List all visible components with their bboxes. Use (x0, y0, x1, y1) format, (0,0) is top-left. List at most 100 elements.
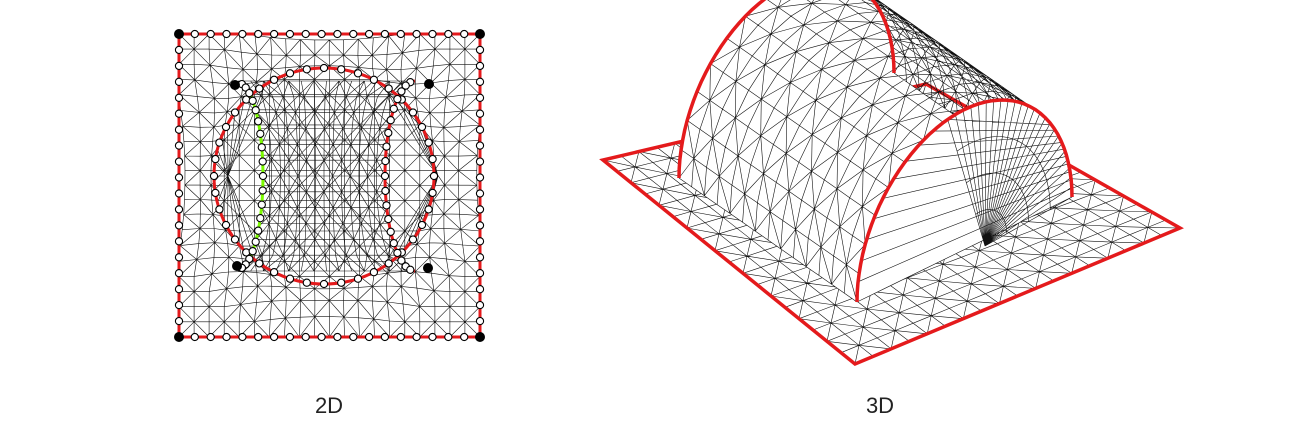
inner-arc-node (393, 248, 402, 258)
ellipse-node (211, 154, 220, 164)
boundary-node (174, 300, 184, 310)
corner-node (475, 29, 485, 39)
boundary-node (460, 332, 469, 342)
seam-node (258, 171, 268, 181)
2d-parameterization-panel (174, 29, 485, 342)
3d-red-boundary-curves (677, 0, 1074, 303)
ellipse-node (384, 259, 393, 268)
seam-node (248, 247, 257, 256)
boundary-node (174, 77, 184, 86)
seam-node (258, 157, 267, 166)
boundary-node (475, 253, 485, 262)
inner-arc-node (389, 104, 398, 113)
boundary-node (364, 29, 374, 39)
boundary-node (380, 332, 390, 342)
ellipse-node (369, 75, 379, 84)
inner-arc-node (381, 186, 390, 196)
boundary-node (444, 332, 453, 342)
boundary-node (396, 332, 405, 342)
ellipse-node (408, 235, 418, 244)
front-arch-boundary (855, 98, 1074, 303)
fan-edges (214, 84, 266, 268)
ellipse-node (417, 122, 427, 132)
boundary-node (254, 332, 263, 342)
ellipse-node (337, 65, 346, 74)
boundary-node (174, 269, 184, 278)
seam-node (257, 200, 266, 209)
corner-node (230, 80, 240, 90)
boundary-node (301, 29, 310, 39)
boundary-node (396, 29, 405, 39)
inner-arc-node (386, 227, 395, 236)
caption-3d: 3D (865, 393, 895, 418)
ellipse-node (221, 122, 231, 132)
boundary-node (174, 189, 184, 198)
caption-2d: 2D (314, 393, 344, 418)
inner-arc-node (382, 201, 391, 210)
boundary-node (333, 29, 342, 39)
boundary-node (475, 205, 485, 214)
boundary-node (349, 29, 358, 39)
boundary-node (174, 125, 184, 134)
seam-node (257, 143, 266, 152)
boundary-node (174, 45, 184, 55)
boundary-node (174, 93, 184, 102)
boundary-node (428, 332, 437, 342)
boundary-node (174, 253, 184, 262)
boundary-node (238, 29, 247, 39)
inner-arc-node (397, 256, 406, 265)
ellipse-node (384, 84, 393, 93)
2d-boundary-nodes (174, 29, 485, 342)
boundary-node (238, 332, 247, 342)
end-cap-fan-edges (856, 99, 1073, 303)
ellipse-node (319, 63, 329, 73)
ellipse-node (255, 84, 264, 93)
ellipse-node (221, 220, 231, 230)
inner-arc-node (384, 128, 393, 138)
boundary-node (475, 189, 485, 198)
ellipse-node (302, 65, 311, 74)
ellipse-node (428, 188, 437, 198)
boundary-node (475, 125, 485, 134)
ellipse-node (269, 75, 279, 84)
inner-arc-node (382, 142, 391, 151)
boundary-node (174, 221, 184, 230)
outer-square-boundary (177, 32, 482, 339)
boundary-node (174, 237, 184, 246)
boundary-node (190, 29, 199, 39)
ellipse-node (255, 259, 264, 268)
boundary-node (444, 29, 453, 39)
ellipse-node (417, 220, 427, 230)
boundary-node (174, 173, 184, 182)
boundary-node (174, 61, 184, 71)
inner-arc-node (389, 239, 398, 248)
ellipse-node (428, 154, 437, 164)
boundary-node (475, 285, 485, 294)
boundary-node (412, 332, 421, 342)
seam-node (248, 96, 257, 105)
ellipse-node (429, 171, 439, 181)
boundary-node (475, 300, 485, 310)
ellipse-node (209, 171, 219, 181)
boundary-node (475, 157, 485, 166)
boundary-node (317, 29, 326, 39)
boundary-node (475, 173, 485, 182)
boundary-node (333, 332, 342, 342)
boundary-node (460, 29, 469, 39)
corner-node (424, 79, 434, 89)
ellipse-node (285, 69, 295, 78)
boundary-node (174, 285, 184, 294)
boundary-node (222, 29, 231, 39)
inner-arc-node (401, 81, 410, 90)
boundary-node (475, 316, 485, 326)
boundary-node (285, 29, 295, 39)
ellipse-node (230, 235, 240, 244)
boundary-node (174, 157, 184, 166)
boundary-node (428, 29, 437, 39)
corner-node (232, 261, 242, 271)
inner-arc-node (380, 171, 390, 181)
boundary-node (364, 332, 374, 342)
seam-node (256, 129, 265, 138)
seam-node (254, 117, 263, 126)
